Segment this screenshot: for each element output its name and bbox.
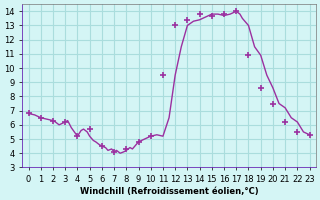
X-axis label: Windchill (Refroidissement éolien,°C): Windchill (Refroidissement éolien,°C)	[80, 187, 258, 196]
